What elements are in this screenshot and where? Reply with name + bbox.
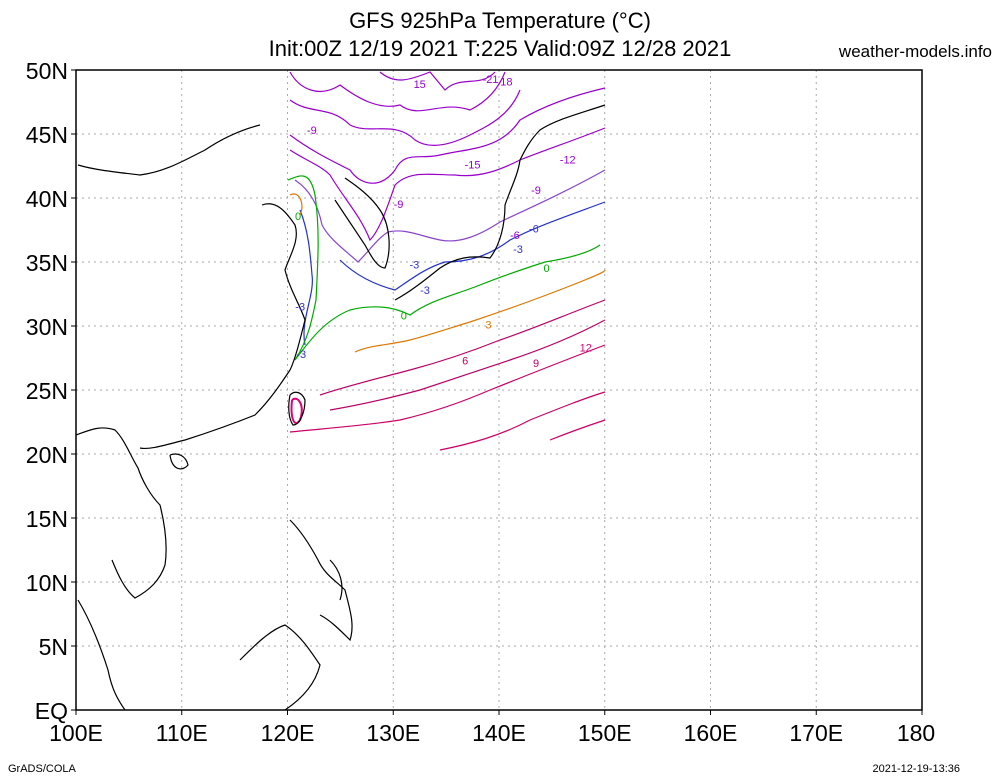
contour-label: -3 (295, 302, 305, 314)
latitude-label: 40N (26, 186, 68, 212)
contour-6 (319, 299, 606, 396)
latitude-label: 15N (26, 506, 68, 532)
longitude-label: 140E (472, 720, 526, 746)
coast-hainan (169, 453, 189, 470)
coast-china-mainland (75, 124, 306, 599)
contour-labels: -21 18 15 -9 -15 -12 -9 -9 -6 -6 -3 -3 -3 -3 -3 0 0 0 3 6 9 1… (295, 74, 592, 370)
latitude-label: EQ (35, 698, 68, 724)
coast-korea (334, 177, 390, 269)
longitude-label: 170E (789, 720, 843, 746)
contour-label: 0 (295, 211, 301, 223)
contour-label: 3 (485, 320, 491, 332)
contour-label: -9 (531, 185, 541, 197)
contour-minus6 (294, 169, 606, 263)
coast-philippines (289, 519, 353, 642)
contour-15 (439, 391, 606, 451)
latitude-label: 25N (26, 378, 68, 404)
software-credit: GrADS/COLA (8, 763, 76, 775)
longitude-label: 110E (156, 720, 208, 746)
contour-minus18 (289, 71, 506, 112)
coast-japan (394, 104, 606, 301)
contour-label: 15 (414, 79, 426, 91)
contour-label: -9 (394, 199, 404, 211)
coast-taiwan (288, 391, 306, 426)
contour-12 (289, 344, 606, 433)
contour-minus21 (379, 71, 496, 91)
contour-label: -3 (513, 244, 523, 256)
longitude-label: 160E (684, 720, 738, 746)
contour-label: -9 (307, 125, 317, 137)
graticule (76, 70, 922, 710)
contour-label: 18 (500, 76, 512, 88)
contour-label: 0 (401, 311, 407, 323)
temperature-contours (287, 71, 606, 451)
contour-label: -21 (483, 74, 499, 86)
contour-9 (329, 319, 606, 411)
latitude-label: 5N (39, 634, 68, 660)
map-subtitle: Init:00Z 12/19 2021 T:225 Valid:09Z 12/2… (268, 36, 732, 61)
longitude-label: 120E (261, 720, 315, 746)
site-credit: weather-models.info (838, 42, 992, 61)
longitude-label: 150E (578, 720, 632, 746)
contour-18 (549, 419, 606, 441)
latitude-label: 50N (26, 58, 68, 84)
contour-minus15 (289, 89, 521, 147)
contour-3 (289, 193, 606, 353)
coast-indochina-south (77, 599, 126, 711)
contour-label: 9 (533, 358, 539, 370)
latitude-label: 10N (26, 570, 68, 596)
contour-label: -3 (410, 259, 420, 271)
contour-label: 0 (544, 263, 550, 275)
latitude-label: 20N (26, 442, 68, 468)
contour-label: -15 (465, 160, 481, 172)
coast-borneo (239, 624, 321, 711)
contour-label: -3 (296, 349, 306, 361)
contour-zero (287, 175, 601, 361)
contour-minus9 (289, 127, 606, 242)
contour-minus3 (299, 201, 606, 346)
longitude-label: 180 (897, 720, 935, 746)
contour-label: 6 (462, 355, 468, 367)
contour-label: -3 (420, 285, 430, 297)
latitude-label: 45N (26, 122, 68, 148)
map-title: GFS 925hPa Temperature (°C) (349, 8, 651, 33)
longitude-label: 100E (49, 720, 103, 746)
latitude-label: 30N (26, 314, 68, 340)
contour-label: -12 (560, 154, 576, 166)
latitude-label: 35N (26, 250, 68, 276)
longitude-label: 130E (366, 720, 420, 746)
contour-label: -6 (510, 230, 520, 242)
contour-minus12 (289, 87, 606, 184)
render-timestamp: 2021-12-19-13:36 (872, 763, 960, 775)
contour-label: 12 (580, 343, 592, 355)
coastlines (75, 104, 606, 711)
contour-label: -6 (529, 224, 539, 236)
